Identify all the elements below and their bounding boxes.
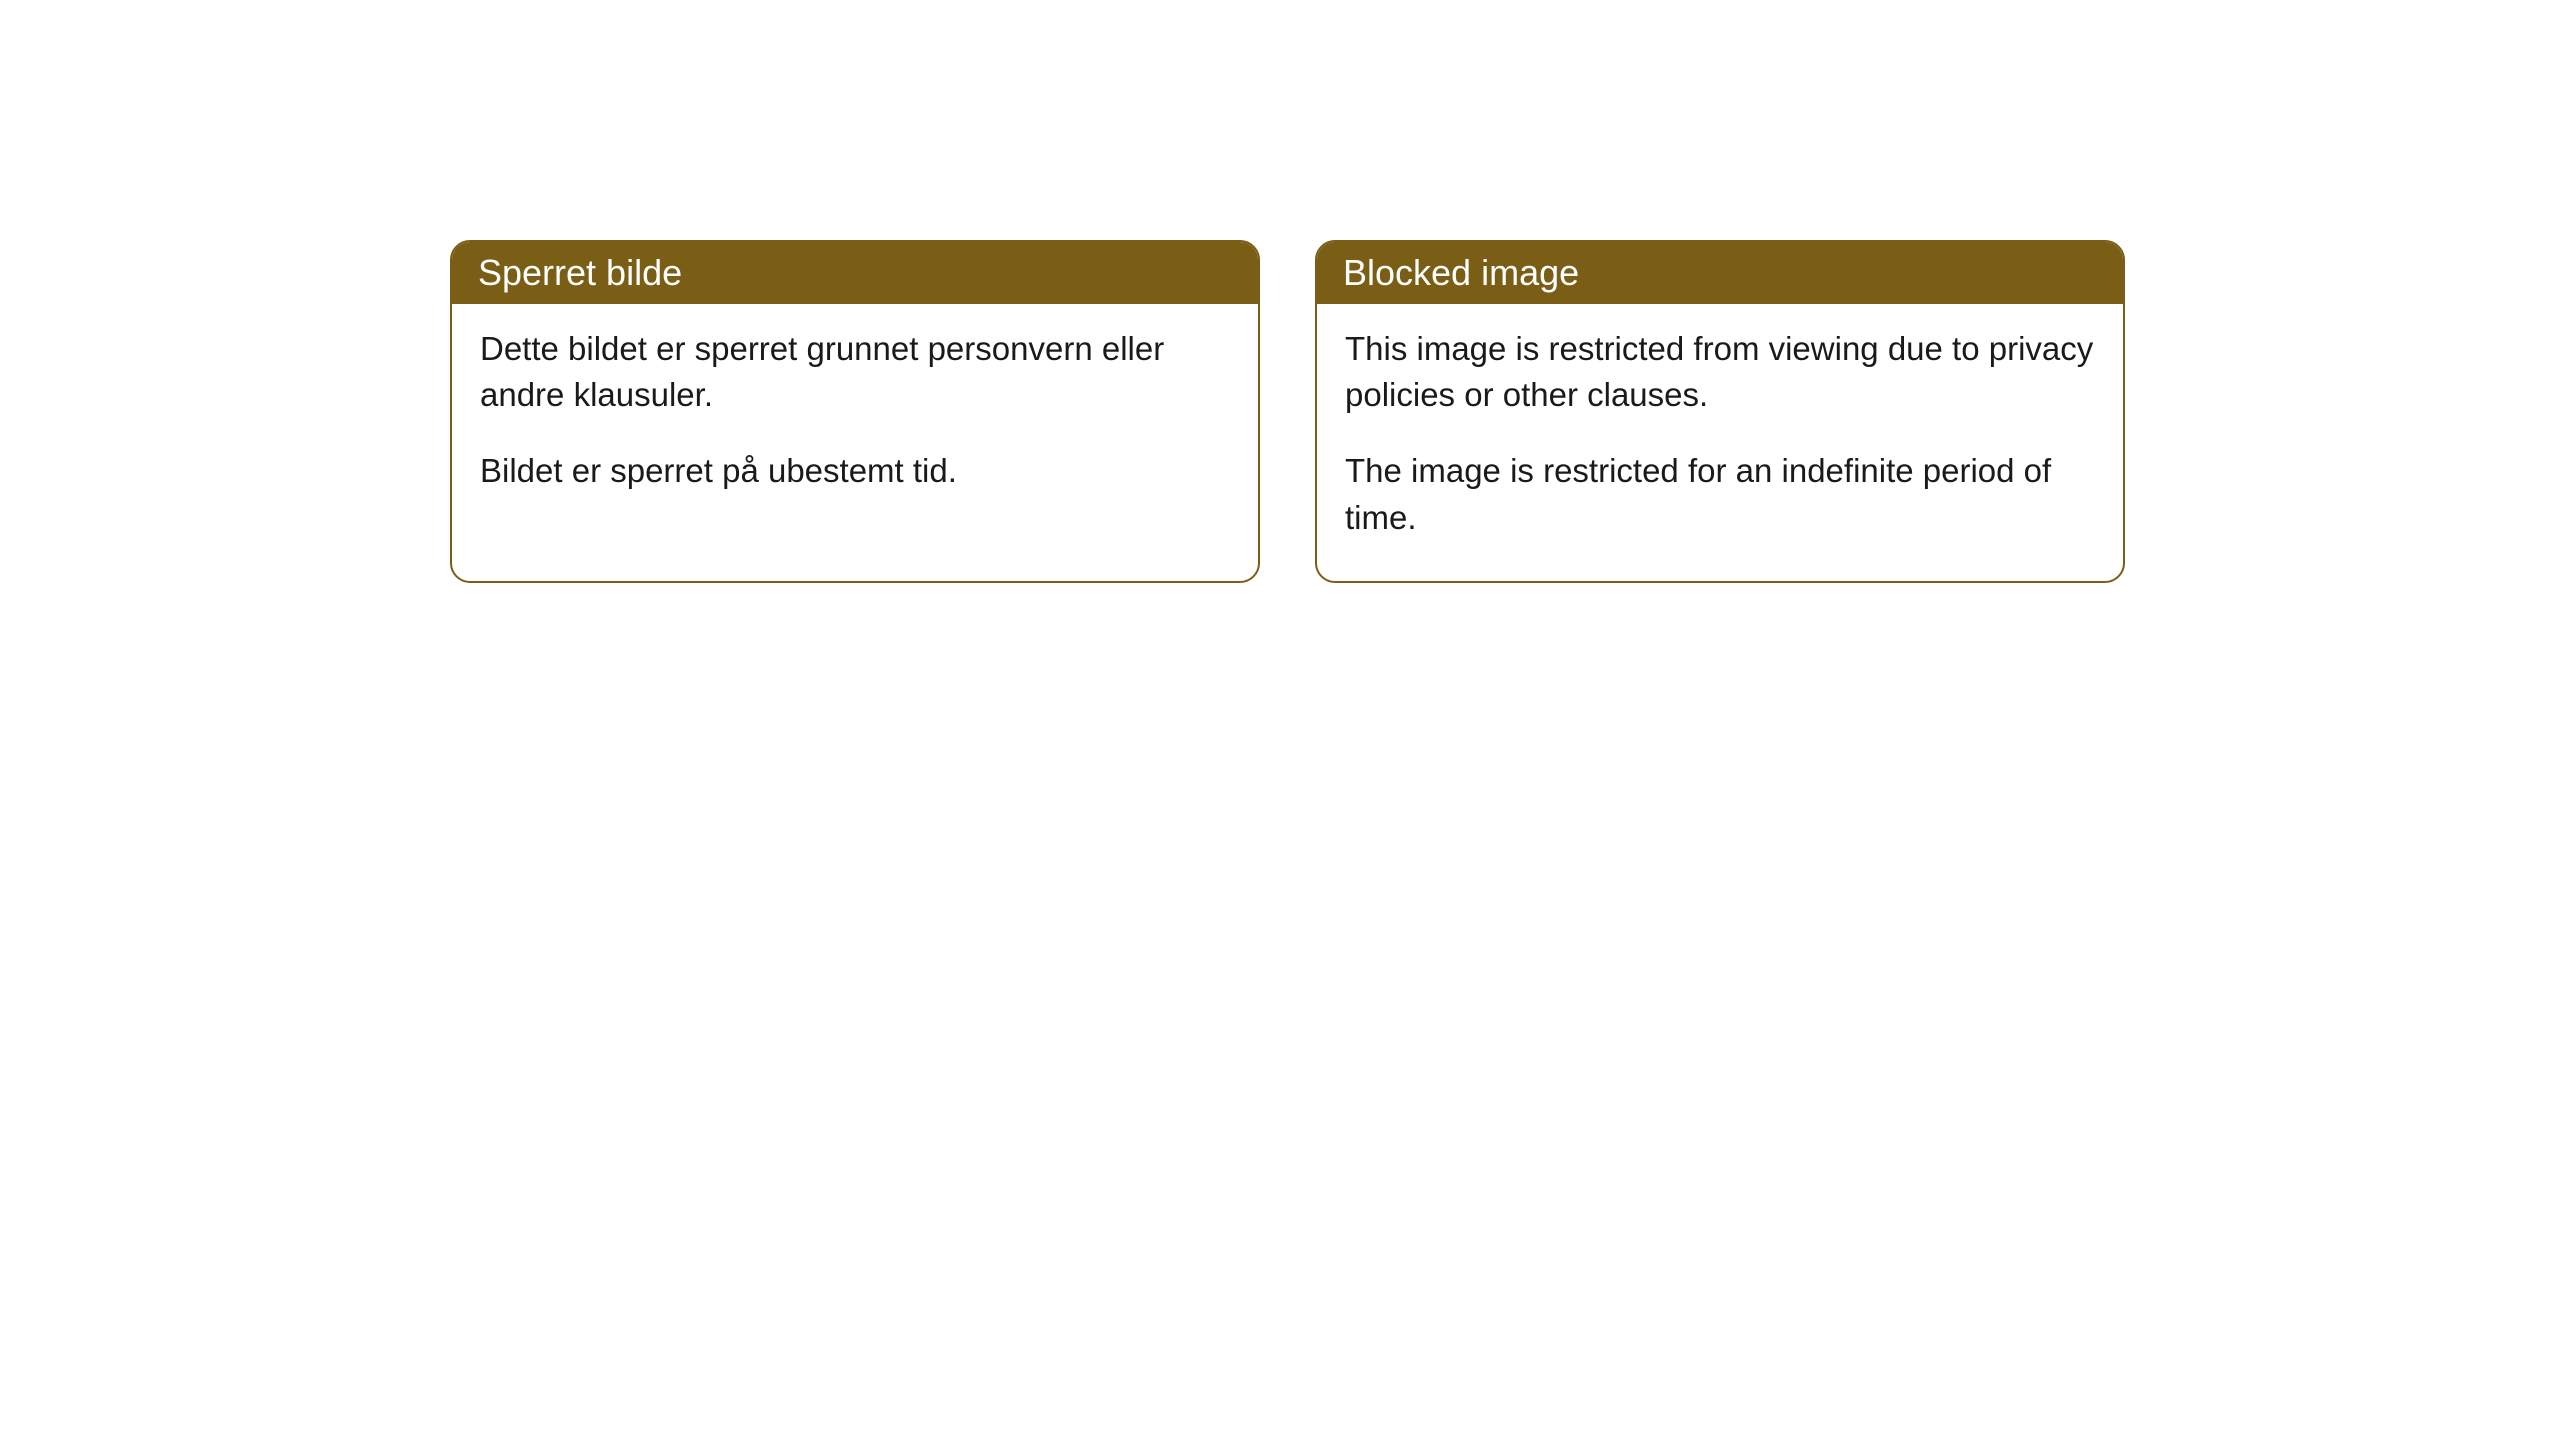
card-text-norwegian-2: Bildet er sperret på ubestemt tid. [480, 448, 1230, 494]
blocked-image-card-english: Blocked image This image is restricted f… [1315, 240, 2125, 583]
card-text-norwegian-1: Dette bildet er sperret grunnet personve… [480, 326, 1230, 418]
card-body-english: This image is restricted from viewing du… [1317, 304, 2123, 581]
card-header-english: Blocked image [1317, 242, 2123, 304]
card-body-norwegian: Dette bildet er sperret grunnet personve… [452, 304, 1258, 535]
card-header-norwegian: Sperret bilde [452, 242, 1258, 304]
blocked-image-card-norwegian: Sperret bilde Dette bildet er sperret gr… [450, 240, 1260, 583]
card-text-english-1: This image is restricted from viewing du… [1345, 326, 2095, 418]
card-text-english-2: The image is restricted for an indefinit… [1345, 448, 2095, 540]
cards-container: Sperret bilde Dette bildet er sperret gr… [0, 0, 2560, 583]
